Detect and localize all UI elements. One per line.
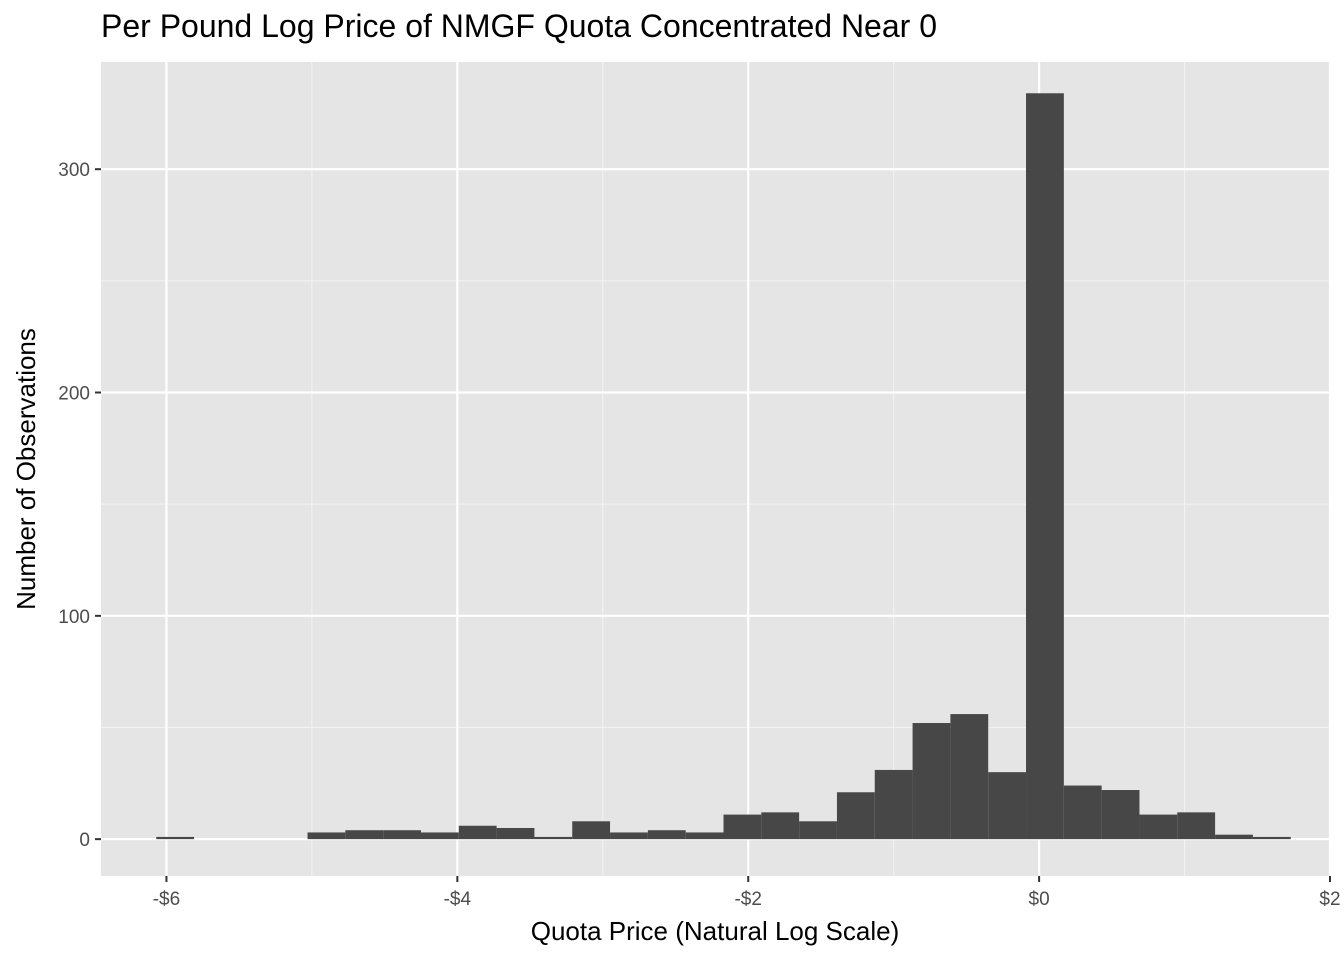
histogram-bar — [345, 830, 384, 840]
bars — [156, 93, 1291, 840]
x-axis: -$6 -$4 -$2 $0 $2 — [153, 876, 1341, 910]
histogram-bar — [685, 832, 724, 840]
x-tick-label: -$4 — [444, 889, 472, 910]
y-tick-label: 100 — [58, 607, 90, 628]
histogram-bar — [1101, 790, 1140, 840]
histogram-bar — [799, 821, 837, 840]
histogram-bar — [420, 832, 459, 840]
grid-minor — [101, 62, 1330, 876]
y-tick-label: 200 — [58, 384, 90, 405]
x-tick-label: -$6 — [153, 889, 180, 910]
x-tick-label: -$2 — [734, 889, 761, 910]
histogram-bar — [912, 723, 951, 840]
x-tick-label: $2 — [1319, 889, 1340, 910]
histogram-bar — [1063, 785, 1102, 840]
histogram-bar — [1026, 93, 1064, 840]
chart-title: Per Pound Log Price of NMGF Quota Concen… — [101, 8, 937, 44]
histogram-bar — [610, 832, 648, 840]
histogram-bar — [647, 830, 686, 840]
histogram-bar — [1177, 812, 1216, 840]
histogram-bar — [458, 825, 497, 840]
histogram-bar — [723, 814, 762, 840]
y-tick-label: 0 — [79, 830, 90, 851]
histogram-bar — [950, 714, 989, 840]
histogram-bar — [1252, 836, 1291, 840]
y-axis: 0 100 200 300 — [58, 160, 101, 851]
histogram-bar — [836, 792, 875, 840]
x-axis-title: Quota Price (Natural Log Scale) — [531, 916, 900, 946]
histogram-bar — [1215, 834, 1253, 840]
y-tick-label: 300 — [58, 160, 90, 181]
y-axis-title: Number of Observations — [11, 328, 41, 610]
histogram-bar — [874, 769, 913, 840]
plot-panel — [101, 62, 1330, 876]
histogram-bar — [383, 830, 421, 840]
histogram-bar — [988, 772, 1027, 840]
histogram-bar — [1139, 814, 1178, 840]
histogram-bar — [572, 821, 611, 840]
histogram-bar — [761, 812, 800, 840]
histogram-bar — [307, 832, 346, 840]
histogram-bar — [496, 827, 535, 840]
histogram-bar — [534, 836, 573, 840]
histogram-bar — [156, 836, 195, 840]
x-tick-label: $0 — [1029, 889, 1050, 910]
